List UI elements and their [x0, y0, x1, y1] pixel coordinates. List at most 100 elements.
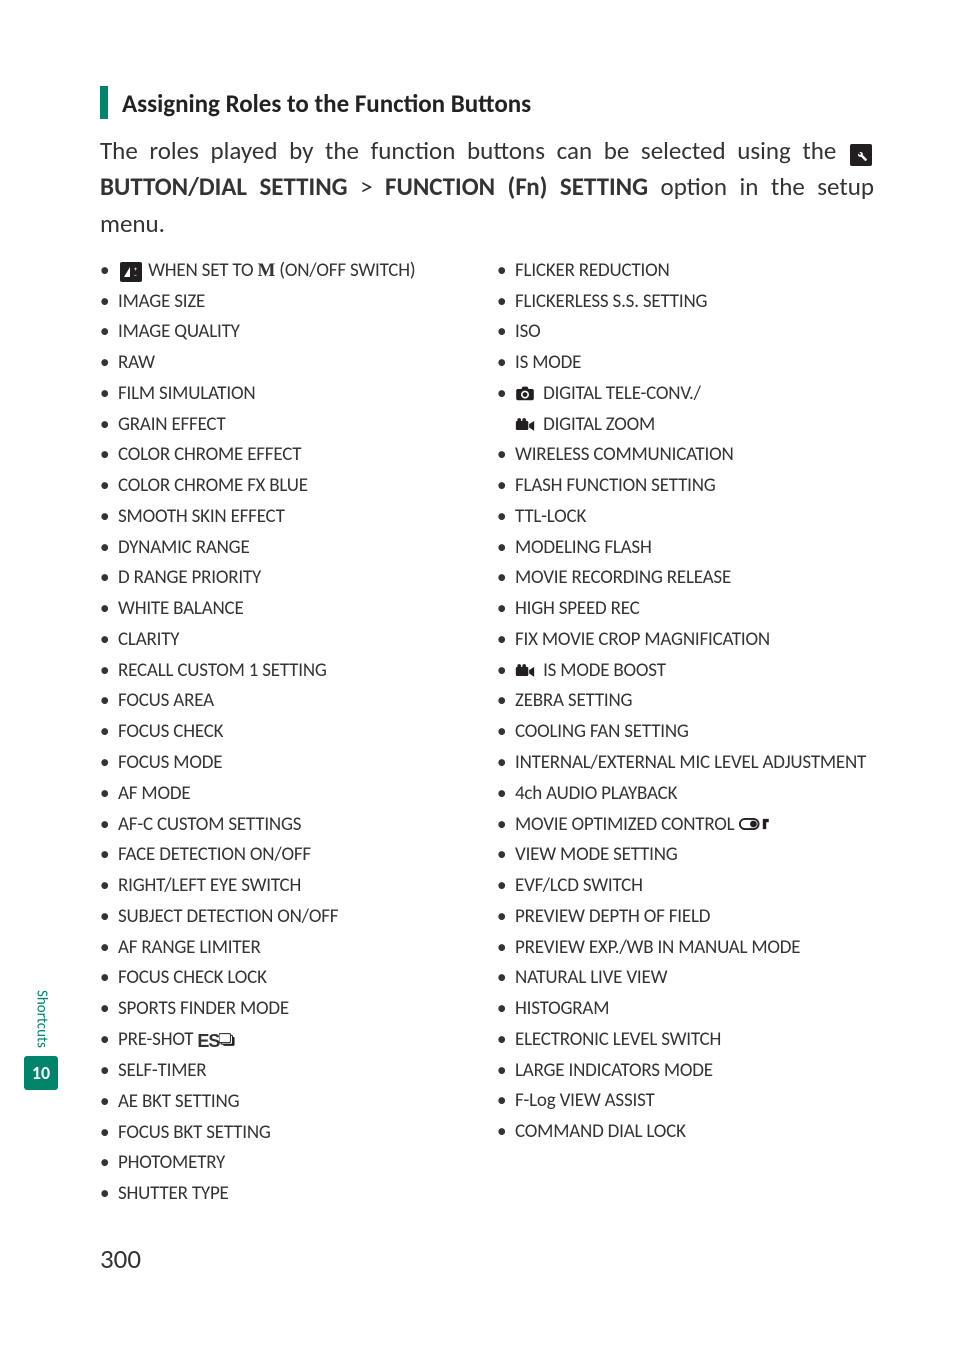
list-item-text: FLICKER REDUCTION — [515, 259, 670, 282]
list-item: VIEW MODE SETTING — [497, 840, 874, 871]
list-item: IMAGE QUALITY — [100, 317, 477, 348]
page-number: 300 — [100, 1243, 141, 1276]
list-item: FLICKERLESS S.S. SETTING — [497, 287, 874, 318]
list-item-text: SELF-TIMER — [118, 1059, 206, 1082]
list-item: FOCUS CHECK LOCK — [100, 963, 477, 994]
function-columns: +− WHEN SET TO M (ON/OFF SWITCH) IMAGE SI… — [100, 256, 874, 1210]
list-item: 4ch AUDIO PLAYBACK — [497, 779, 874, 810]
list-item-sub-text: DIGITAL ZOOM — [539, 413, 655, 436]
list-item: PRE-SHOT ES — [100, 1025, 477, 1056]
side-tab: Shortcuts 10 — [24, 990, 59, 1090]
list-item: AF MODE — [100, 779, 477, 810]
list-item-text: FOCUS CHECK LOCK — [118, 966, 267, 989]
side-label: Shortcuts — [33, 990, 51, 1048]
list-item: SPORTS FINDER MODE — [100, 994, 477, 1025]
list-item-text: COOLING FAN SETTING — [515, 720, 689, 743]
list-item: FOCUS CHECK — [100, 717, 477, 748]
list-item-text: IMAGE SIZE — [118, 290, 205, 313]
list-item-after: (ON/OFF SWITCH) — [275, 259, 415, 282]
list-item-text: INTERNAL/EXTERNAL MIC LEVEL ADJUSTMENT — [515, 751, 866, 774]
list-item-text: F-Log VIEW ASSIST — [515, 1089, 655, 1112]
list-item: MOVIE OPTIMIZED CONTROL — [497, 810, 874, 841]
intro-bold2: FUNCTION (Fn) SETTING — [385, 171, 648, 202]
list-item: RAW — [100, 348, 477, 379]
list-item: F-Log VIEW ASSIST — [497, 1086, 874, 1117]
intro-part1: The roles played by the function buttons… — [100, 135, 848, 166]
list-item: D RANGE PRIORITY — [100, 563, 477, 594]
list-item-text: FACE DETECTION ON/OFF — [118, 843, 311, 866]
list-item: LARGE INDICATORS MODE — [497, 1056, 874, 1087]
list-item-text: FOCUS AREA — [118, 689, 214, 712]
right-column: FLICKER REDUCTION FLICKERLESS S.S. SETTIN… — [497, 256, 874, 1210]
list-item: FOCUS MODE — [100, 748, 477, 779]
list-item: COOLING FAN SETTING — [497, 717, 874, 748]
list-item: INTERNAL/EXTERNAL MIC LEVEL ADJUSTMENT — [497, 748, 874, 779]
list-item-text: AF RANGE LIMITER — [118, 936, 261, 959]
page: Shortcuts 10 Assigning Roles to the Func… — [0, 0, 954, 1346]
list-item-text: FIX MOVIE CROP MAGNIFICATION — [515, 628, 770, 651]
list-item: TTL-LOCK — [497, 502, 874, 533]
camera-icon — [515, 385, 535, 401]
list-item-text: ZEBRA SETTING — [515, 689, 632, 712]
list-item-text: LARGE INDICATORS MODE — [515, 1059, 713, 1082]
list-item: FILM SIMULATION — [100, 379, 477, 410]
list-item-text: FOCUS BKT SETTING — [118, 1121, 271, 1144]
list-item: ZEBRA SETTING — [497, 686, 874, 717]
list-item-text: FOCUS MODE — [118, 751, 222, 774]
movie-icon — [515, 664, 535, 678]
list-item-text: AF-C CUSTOM SETTINGS — [118, 813, 301, 836]
list-item-text: COLOR CHROME FX BLUE — [118, 474, 308, 497]
list-item-text: SHUTTER TYPE — [118, 1182, 229, 1205]
heading-accent-bar — [100, 86, 108, 119]
right-list: FLICKER REDUCTION FLICKERLESS S.S. SETTIN… — [497, 256, 874, 1148]
list-item-text: GRAIN EFFECT — [118, 413, 226, 436]
list-item: COLOR CHROME FX BLUE — [100, 471, 477, 502]
list-item-text: 4ch AUDIO PLAYBACK — [515, 782, 677, 805]
list-item-text: PHOTOMETRY — [118, 1151, 225, 1174]
list-item: FIX MOVIE CROP MAGNIFICATION — [497, 625, 874, 656]
list-item-text: EVF/LCD SWITCH — [515, 874, 643, 897]
list-item: AF RANGE LIMITER — [100, 933, 477, 964]
list-item: EVF/LCD SWITCH — [497, 871, 874, 902]
list-item: SUBJECT DETECTION ON/OFF — [100, 902, 477, 933]
list-item-bold: M — [257, 260, 275, 281]
list-item: MOVIE RECORDING RELEASE — [497, 563, 874, 594]
left-list: +− WHEN SET TO M (ON/OFF SWITCH) IMAGE SI… — [100, 256, 477, 1210]
section-heading: Assigning Roles to the Function Buttons — [100, 86, 874, 119]
list-item: COLOR CHROME EFFECT — [100, 440, 477, 471]
list-item: GRAIN EFFECT — [100, 410, 477, 441]
list-item: +− WHEN SET TO M (ON/OFF SWITCH) — [100, 256, 477, 287]
list-item: SELF-TIMER — [100, 1056, 477, 1087]
list-item: IS MODE — [497, 348, 874, 379]
list-item: FOCUS BKT SETTING — [100, 1118, 477, 1149]
list-item: COMMAND DIAL LOCK — [497, 1117, 874, 1148]
list-item-text: RAW — [118, 351, 155, 374]
list-item-text: NATURAL LIVE VIEW — [515, 966, 667, 989]
list-item-text: TTL-LOCK — [515, 505, 586, 528]
list-item: ISO — [497, 317, 874, 348]
list-item: FLICKER REDUCTION — [497, 256, 874, 287]
list-item-text: D RANGE PRIORITY — [118, 566, 261, 589]
list-item-text: HIGH SPEED REC — [515, 597, 640, 620]
list-item: MODELING FLASH — [497, 533, 874, 564]
list-item-text: CLARITY — [118, 628, 179, 651]
list-item: AE BKT SETTING — [100, 1087, 477, 1118]
list-item-text: IS MODE — [515, 351, 581, 374]
list-item: NATURAL LIVE VIEW — [497, 963, 874, 994]
list-item-text: MOVIE OPTIMIZED CONTROL — [515, 813, 739, 836]
list-item: WHITE BALANCE — [100, 594, 477, 625]
list-item-text: MOVIE RECORDING RELEASE — [515, 566, 731, 589]
list-item-text: PRE-SHOT — [118, 1028, 197, 1051]
list-item-text: DIGITAL TELE-CONV./ — [539, 382, 701, 405]
list-item-text: COMMAND DIAL LOCK — [515, 1120, 686, 1143]
list-item: FOCUS AREA — [100, 686, 477, 717]
chapter-number-box: 10 — [24, 1056, 58, 1090]
list-item-text: AF MODE — [118, 782, 190, 805]
list-item-text: FOCUS CHECK — [118, 720, 223, 743]
list-item-text: PREVIEW DEPTH OF FIELD — [515, 905, 710, 928]
list-item-text: HISTOGRAM — [515, 997, 609, 1020]
list-item: DYNAMIC RANGE — [100, 533, 477, 564]
list-item-text: ISO — [515, 320, 541, 343]
list-item: PREVIEW EXP./WB IN MANUAL MODE — [497, 933, 874, 964]
list-item: IMAGE SIZE — [100, 287, 477, 318]
